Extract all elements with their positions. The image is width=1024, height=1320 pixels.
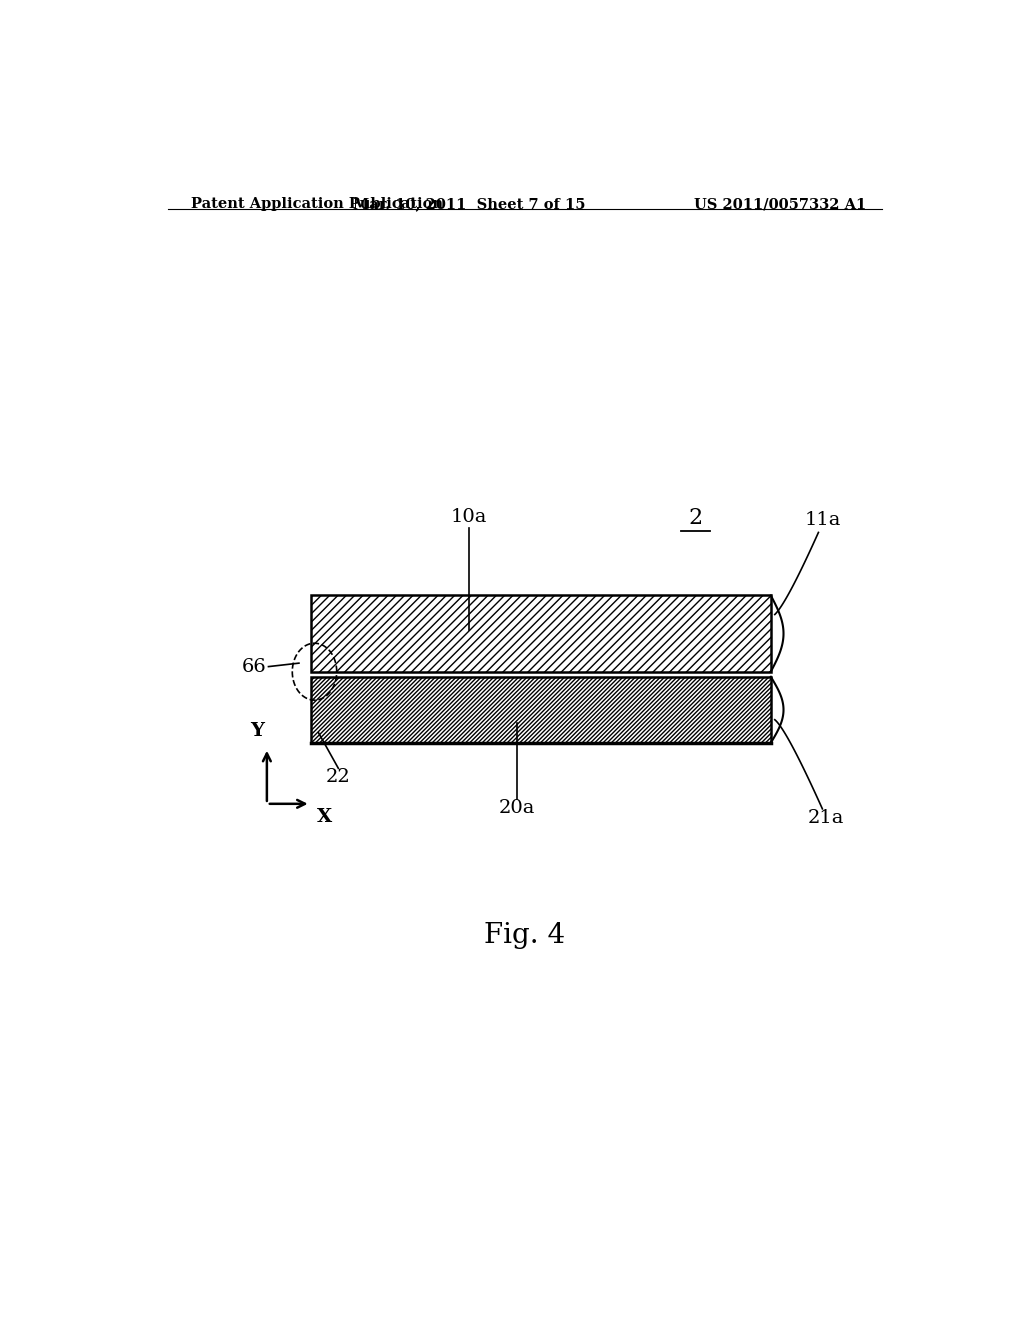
Text: US 2011/0057332 A1: US 2011/0057332 A1: [694, 197, 866, 211]
Text: 22: 22: [326, 768, 350, 787]
Text: 11a: 11a: [804, 511, 841, 529]
Text: X: X: [316, 808, 332, 826]
Text: Mar. 10, 2011  Sheet 7 of 15: Mar. 10, 2011 Sheet 7 of 15: [353, 197, 586, 211]
Text: 21a: 21a: [808, 809, 845, 826]
Text: Patent Application Publication: Patent Application Publication: [191, 197, 443, 211]
Text: Y: Y: [250, 722, 264, 739]
Text: 20a: 20a: [499, 799, 536, 817]
Text: 66: 66: [242, 657, 267, 676]
Bar: [310, 677, 771, 743]
Text: 2: 2: [688, 507, 702, 529]
Text: 10a: 10a: [451, 508, 487, 527]
Bar: [310, 595, 771, 672]
Text: Fig. 4: Fig. 4: [484, 923, 565, 949]
